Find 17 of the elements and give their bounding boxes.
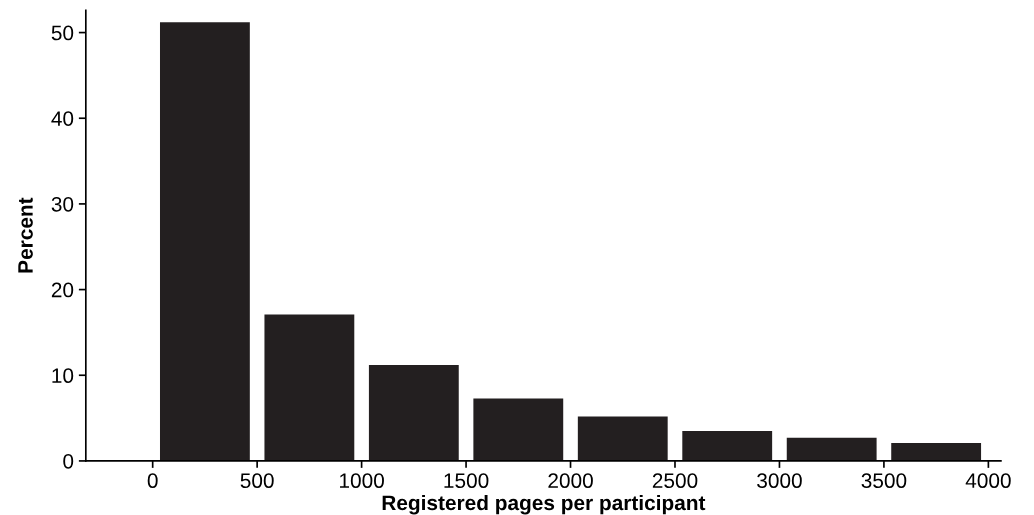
y-tick-label: 50: [51, 25, 74, 41]
x-tick-label: 4000: [965, 473, 1011, 489]
x-tick-label: 0: [147, 473, 158, 489]
y-tick-label: 0: [63, 453, 74, 469]
y-tick-label: 10: [52, 368, 74, 384]
y-tick-label: 30: [51, 196, 74, 212]
x-tick-label: 3000: [757, 473, 802, 489]
x-axis-title: Registered pages per participant: [382, 494, 706, 515]
x-tick-label: 3500: [861, 473, 907, 489]
x-tick-label: 2500: [652, 473, 698, 489]
y-axis-title: Percent: [18, 197, 33, 273]
y-tick-label: 40: [51, 111, 74, 126]
x-tick-label: 2000: [548, 473, 593, 489]
x-tick-label: 1500: [444, 473, 489, 489]
x-tick-label: 1000: [340, 473, 384, 489]
x-tick-label: 500: [240, 473, 274, 489]
y-tick-label: 20: [51, 282, 74, 298]
